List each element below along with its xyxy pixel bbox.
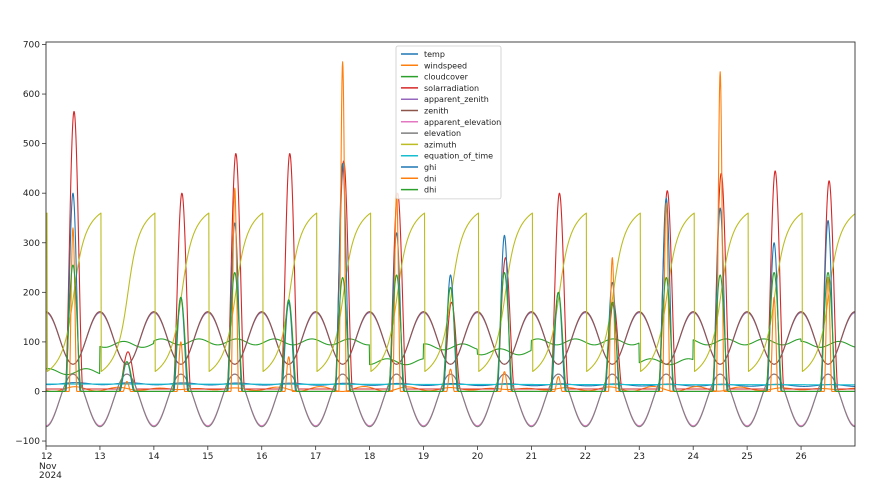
y-tick-label: 200 [23, 288, 40, 298]
x-tick-label: 15 [202, 452, 213, 462]
legend-label: solarradiation [424, 84, 479, 93]
plot-frame [45, 41, 856, 447]
x-tick-label: 17 [310, 452, 321, 462]
y-tick-label: 0 [34, 387, 40, 397]
series-line-azimuth [45, 212, 856, 372]
legend-label: apparent_zenith [424, 95, 489, 104]
series-lines [45, 61, 856, 428]
y-tick-label: 300 [23, 239, 40, 249]
series-line-solarradiation [45, 110, 856, 390]
y-tick-label: 400 [23, 189, 40, 199]
x-tick-label: 12 [41, 452, 52, 462]
x-tick-label: 22 [580, 452, 591, 462]
x-tick-sublabel: 2024 [39, 471, 62, 481]
legend-label: ghi [424, 163, 436, 172]
y-tick-label: 500 [23, 140, 40, 150]
legend-label: azimuth [424, 140, 456, 149]
legend-label: apparent_elevation [424, 118, 501, 127]
legend: temp windspeed cloudcover solarradiation app… [395, 45, 502, 200]
legend-label: equation_of_time [424, 152, 493, 161]
x-tick-label: 18 [364, 452, 376, 462]
legend-box [395, 45, 502, 200]
x-tick-label: 13 [94, 452, 105, 462]
x-tick-label: 26 [795, 452, 807, 462]
x-tick-label: 16 [256, 452, 268, 462]
x-tick-label: 25 [741, 452, 752, 462]
legend-label: temp [424, 50, 445, 59]
legend-label: dni [424, 174, 436, 183]
series-line-dni [45, 61, 856, 393]
x-tick-label: 23 [634, 452, 645, 462]
series-line-cloudcover [45, 338, 856, 376]
series-line-elevation [45, 373, 856, 428]
x-tick-label: 20 [472, 452, 484, 462]
series-line-dhi [45, 264, 856, 393]
legend-label: dhi [424, 186, 436, 195]
x-tick-label: 24 [687, 452, 699, 462]
legend-label: elevation [424, 129, 461, 138]
series-line-windspeed [45, 385, 856, 393]
x-tick-sublabel: Nov [39, 462, 57, 472]
legend-label: zenith [424, 107, 449, 116]
legend-label: cloudcover [424, 73, 469, 82]
legend-label: windspeed [424, 61, 467, 70]
y-tick-label: 100 [23, 338, 40, 348]
series-line-zenith [45, 311, 856, 365]
y-tick-label: 600 [23, 90, 40, 100]
series-line-equation_of_time [45, 383, 856, 386]
axes: −100 0 100 200 300 400 500 600 700 12 13 14 15 16 17 18… [15, 40, 807, 481]
x-tick-label: 21 [526, 452, 537, 462]
y-tick-label: −100 [15, 437, 40, 447]
x-tick-label: 19 [418, 452, 430, 462]
x-tick-label: 14 [148, 452, 160, 462]
y-tick-label: 700 [23, 40, 40, 50]
